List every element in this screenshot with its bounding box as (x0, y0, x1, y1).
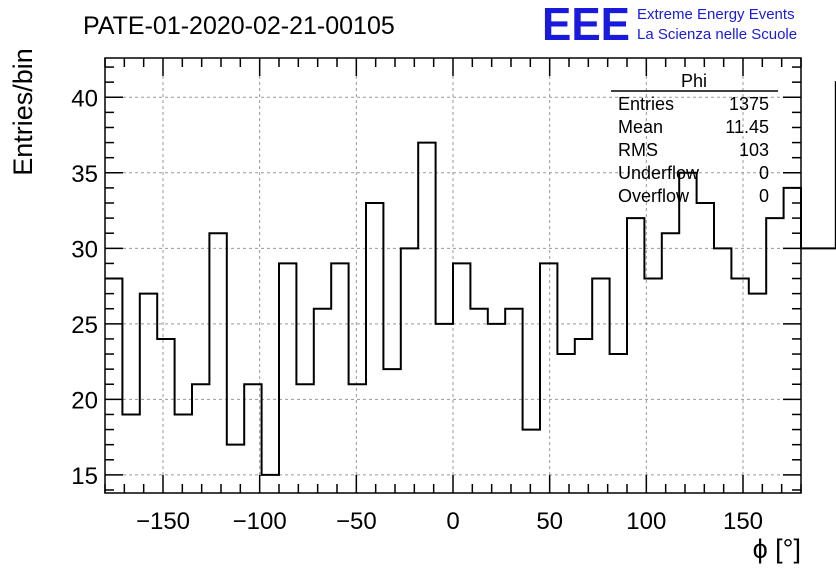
stats-label-1: Mean (618, 117, 663, 137)
y-axis-label: Entries/bin (8, 48, 38, 176)
y-tick-label-2: 25 (71, 312, 98, 339)
x-tick-label-5: 100 (626, 508, 666, 535)
logo-line-2: La Scienza nelle Scuole (637, 26, 797, 43)
stats-value-4: 0 (759, 186, 769, 206)
chart-title: PATE-01-2020-02-21-00105 (83, 12, 395, 40)
logo-line-1: Extreme Energy Events (637, 6, 795, 23)
stats-name: Phi (681, 71, 707, 91)
stats-label-2: RMS (618, 140, 658, 160)
y-tick-labels: 15 20 25 30 35 40 (71, 85, 98, 490)
y-tick-label-4: 35 (71, 161, 98, 188)
eee-logo-mark: EEE (542, 0, 630, 50)
stats-label-0: Entries (618, 94, 674, 114)
axis-ticks (104, 58, 802, 493)
x-tick-label-0: −150 (136, 508, 190, 535)
y-tick-label-0: 15 (71, 463, 98, 490)
stats-label-4: Overflow (618, 186, 690, 206)
x-tick-labels: −150 −100 −50 0 50 100 150 (136, 508, 763, 535)
x-tick-label-6: 150 (723, 508, 763, 535)
x-tick-label-2: −50 (336, 508, 377, 535)
stats-value-2: 103 (739, 140, 769, 160)
x-axis-label: ϕ [°] (753, 534, 801, 564)
y-tick-label-3: 30 (71, 236, 98, 263)
y-tick-label-1: 20 (71, 387, 98, 414)
x-tick-label-1: −100 (233, 508, 287, 535)
stats-value-3: 0 (759, 163, 769, 183)
stats-value-0: 1375 (729, 94, 769, 114)
stats-label-3: Underflow (618, 163, 700, 183)
x-tick-label-3: 0 (446, 508, 459, 535)
eee-logo: EEE Extreme Energy Events La Scienza nel… (542, 0, 797, 50)
stats-box: Phi Entries 1375 Mean 11.45 RMS 103 Underflow 0… (611, 71, 778, 206)
stats-value-1: 11.45 (725, 117, 769, 137)
histogram-outline (105, 81, 836, 476)
y-tick-label-5: 40 (71, 85, 98, 112)
x-tick-label-4: 50 (536, 508, 563, 535)
